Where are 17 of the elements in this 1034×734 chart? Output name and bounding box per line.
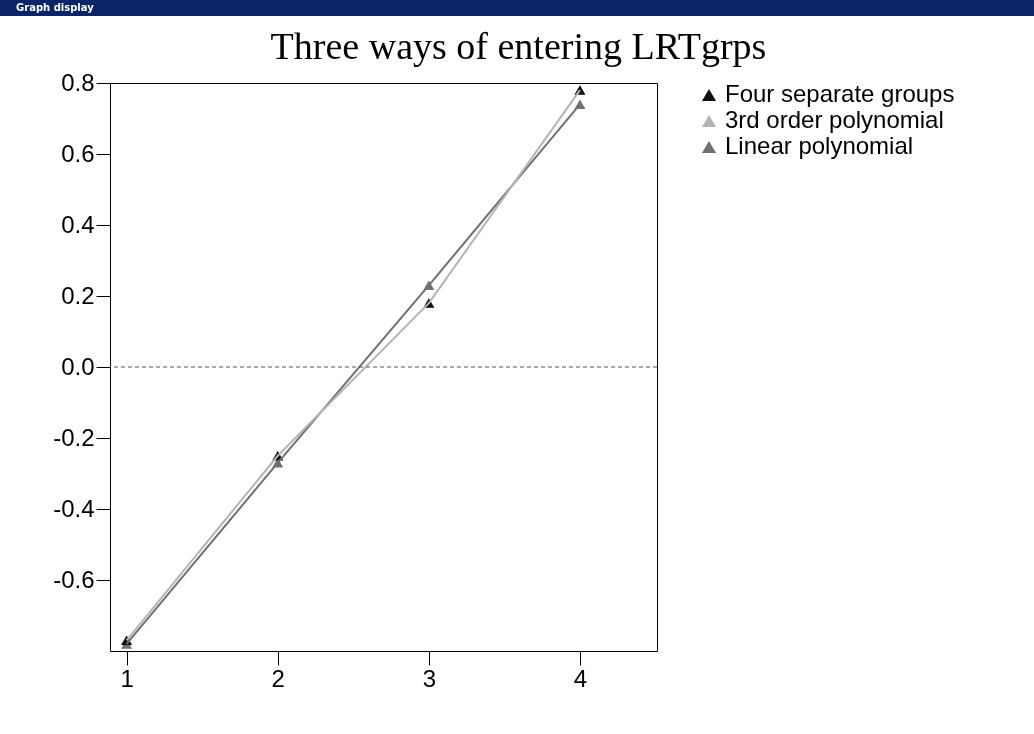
y-tick-label: -0.6	[53, 565, 95, 593]
legend-label: 3rd order polynomial	[725, 106, 944, 133]
x-tick-label: 1	[120, 664, 134, 692]
y-tick-label: 0.2	[61, 281, 95, 309]
legend-label: Linear polynomial	[725, 132, 914, 159]
chart-title: Three ways of entering LRTgrps	[270, 25, 767, 67]
text: Graph display	[16, 2, 94, 13]
legend-label: Four separate groups	[725, 80, 955, 107]
x-tick-label: 3	[422, 664, 437, 692]
y-tick-label: -0.4	[53, 494, 95, 522]
x-tick-label: 4	[573, 664, 588, 692]
y-tick-label: 0.8	[61, 68, 95, 96]
y-tick-label: 0.4	[61, 210, 95, 238]
y-tick-label: 0.6	[61, 139, 95, 167]
y-tick-label: -0.2	[53, 423, 95, 451]
y-tick-label: 0.0	[61, 352, 95, 380]
x-tick-label: 2	[271, 664, 285, 692]
